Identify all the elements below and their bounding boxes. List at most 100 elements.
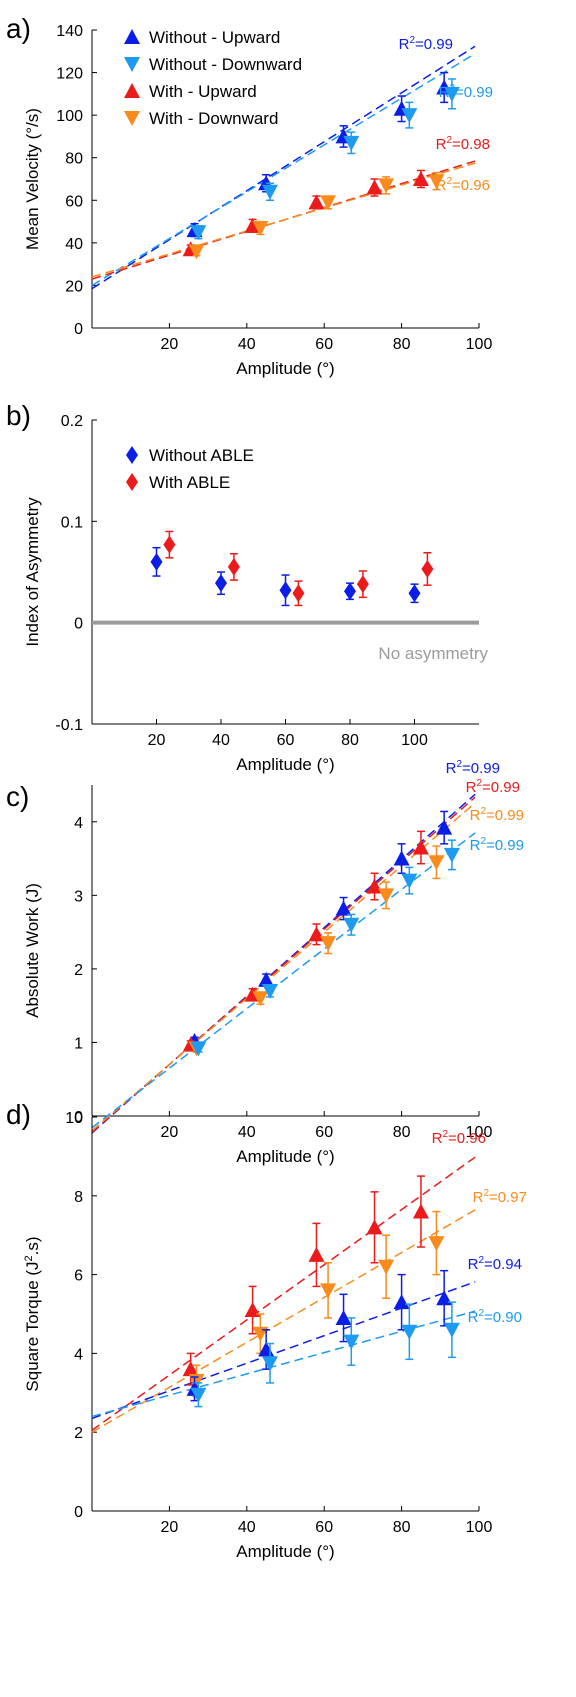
legend-marker xyxy=(124,83,140,98)
series-without-downward xyxy=(190,1301,460,1408)
data-point xyxy=(401,1324,418,1340)
y-tick-label: 8 xyxy=(74,1189,83,1206)
data-point xyxy=(279,581,292,600)
x-tick-label: 20 xyxy=(161,1519,179,1536)
series-with-upward xyxy=(182,830,429,1052)
y-tick-label: 20 xyxy=(65,278,83,295)
panel-b: b) 20 40 60 80 100 -0.1 0 0.1 0.2 Amplitude (°) Ind… xyxy=(6,400,488,774)
data-point xyxy=(436,1290,453,1306)
y-tick-label: 4 xyxy=(74,815,83,832)
series-with-upward xyxy=(182,169,429,257)
r2-label: R2=0.99 xyxy=(399,35,453,53)
fit-line xyxy=(91,162,476,278)
data-point xyxy=(252,220,269,236)
x-tick-label: 80 xyxy=(393,336,411,353)
x-tick-label: 60 xyxy=(277,732,295,749)
y-tick-label: 60 xyxy=(65,193,83,210)
y-axis-title: Square Torque (J2.s) xyxy=(23,1236,42,1391)
fit-line xyxy=(91,1209,476,1433)
data-point xyxy=(320,1283,337,1299)
y-tick-label: 40 xyxy=(65,236,83,253)
data-point xyxy=(436,819,453,835)
data-point xyxy=(366,179,383,195)
data-point xyxy=(190,1041,207,1057)
fit-line xyxy=(91,52,476,287)
y-tick-label: 100 xyxy=(56,108,83,125)
data-point xyxy=(343,1334,360,1350)
data-point xyxy=(215,574,227,593)
data-point xyxy=(393,850,410,866)
legend: Without - Upward Without - Downward With -… xyxy=(124,28,302,128)
series-without-upward xyxy=(186,1269,453,1402)
x-tick-label: 80 xyxy=(393,1519,411,1536)
fit-line xyxy=(91,802,476,1132)
panel-label: b) xyxy=(6,400,31,431)
series-with-upward xyxy=(182,1175,429,1386)
legend-marker xyxy=(124,57,140,72)
r2-label: R2=0.96 xyxy=(436,176,490,194)
x-axis-title: Amplitude (°) xyxy=(236,359,334,378)
r2-label: R2=0.96 xyxy=(432,1129,486,1147)
y-tick-label: 6 xyxy=(74,1268,83,1285)
data-point xyxy=(262,184,279,200)
data-point xyxy=(443,847,460,863)
y-tick-label: 0.2 xyxy=(61,413,83,430)
r2-label: R2=0.98 xyxy=(436,135,490,153)
data-point xyxy=(378,888,395,904)
x-tick-label: 20 xyxy=(161,336,179,353)
data-point xyxy=(190,225,207,241)
x-tick-label: 40 xyxy=(238,336,256,353)
r2-label: R2=0.99 xyxy=(466,778,520,796)
data-point xyxy=(428,174,445,190)
panel-d: d) 20 40 60 80 100 0 2 4 6 8 10 Amplitude (°) Square … xyxy=(6,1099,527,1561)
legend-marker xyxy=(124,111,140,126)
legend-entry: Without - Downward xyxy=(149,55,302,74)
y-tick-label: 0 xyxy=(74,1109,83,1126)
y-tick-label: -0.1 xyxy=(55,717,83,734)
y-tick-label: 80 xyxy=(65,151,83,168)
series-with-able xyxy=(163,530,434,607)
y-tick-label: 0 xyxy=(74,1504,83,1521)
series-with-downward xyxy=(188,171,445,260)
x-tick-label: 20 xyxy=(161,1124,179,1141)
x-tick-label: 80 xyxy=(341,732,359,749)
legend-entry: With - Upward xyxy=(149,82,257,101)
series-without-downward xyxy=(190,839,460,1057)
legend-entry: With ABLE xyxy=(149,473,230,492)
x-axis-title: Amplitude (°) xyxy=(236,1147,334,1166)
data-point xyxy=(443,86,460,102)
data-point xyxy=(227,557,240,576)
data-point xyxy=(244,1302,261,1318)
legend-entry: Without - Upward xyxy=(149,28,280,47)
x-tick-label: 20 xyxy=(148,732,166,749)
data-point xyxy=(378,178,395,194)
fit-line xyxy=(91,1281,476,1420)
x-tick-label: 80 xyxy=(393,1124,411,1141)
data-point xyxy=(262,983,279,999)
legend-entry: With - Downward xyxy=(149,109,278,128)
legend-entry: Without ABLE xyxy=(149,446,254,465)
x-tick-label: 100 xyxy=(466,1519,493,1536)
data-point xyxy=(412,839,429,855)
data-point xyxy=(188,244,205,260)
data-point xyxy=(308,926,325,942)
data-point xyxy=(378,1259,395,1275)
y-tick-label: 0 xyxy=(74,616,83,633)
y-axis-title: Mean Velocity (°/s) xyxy=(23,108,42,250)
legend-marker xyxy=(126,446,138,464)
y-axis-title: Absolute Work (J) xyxy=(23,883,42,1018)
data-point xyxy=(401,873,418,889)
x-tick-label: 60 xyxy=(315,1519,333,1536)
y-axis-title: Index of Asymmetry xyxy=(23,497,42,647)
data-point xyxy=(412,171,429,186)
data-point xyxy=(421,559,434,578)
data-point xyxy=(393,1294,410,1310)
data-point xyxy=(252,991,269,1007)
data-point xyxy=(443,1322,460,1338)
legend: Without ABLE With ABLE xyxy=(126,446,254,492)
data-point xyxy=(408,584,421,603)
data-point xyxy=(182,1361,199,1377)
fit-line xyxy=(91,1310,476,1418)
data-point xyxy=(163,535,176,554)
